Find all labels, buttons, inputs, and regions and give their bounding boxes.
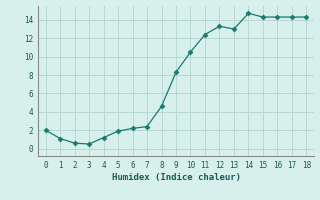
X-axis label: Humidex (Indice chaleur): Humidex (Indice chaleur)	[111, 173, 241, 182]
